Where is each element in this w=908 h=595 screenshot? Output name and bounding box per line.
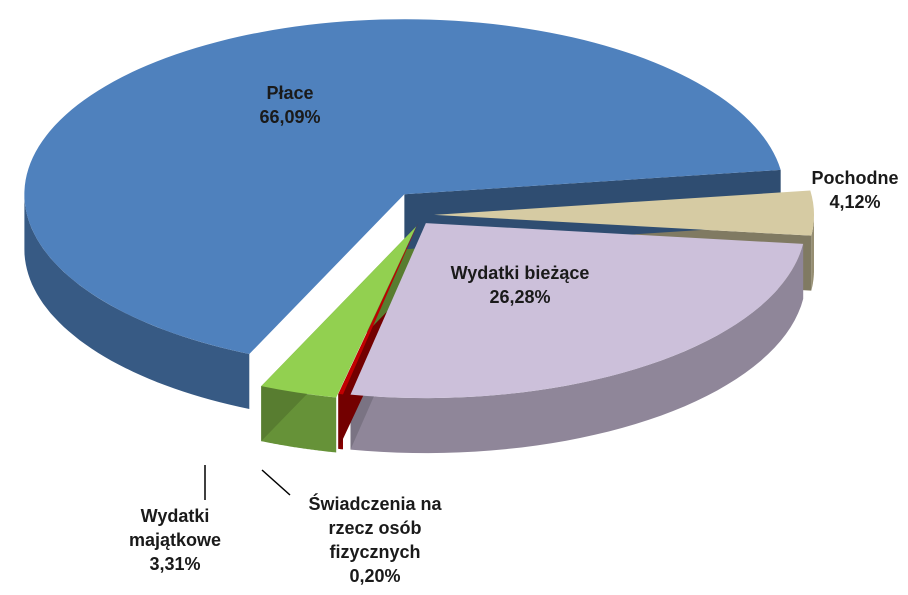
slice-side <box>24 194 250 409</box>
category-label: Wydatki majątkowe <box>128 506 222 550</box>
slice <box>261 226 417 398</box>
category-label: Wydatki bieżące <box>450 263 590 283</box>
slice-label: Świadczenia na rzecz osób fizycznych 0,20… <box>308 492 441 588</box>
slice <box>433 190 814 236</box>
category-label: Świadczenia na rzecz osób fizycznych <box>308 494 442 562</box>
value-label: 26,28% <box>489 287 551 307</box>
category-label: Płace <box>266 83 314 103</box>
value-label: 3,31% <box>149 554 201 574</box>
slice-side <box>811 214 814 291</box>
slice-label: Płace 66,09% <box>259 81 320 129</box>
slice <box>338 222 419 395</box>
slice-label: Wydatki bieżące 26,28% <box>451 261 590 309</box>
slice-side <box>350 243 804 454</box>
slice <box>24 19 781 355</box>
category-label: Pochodne <box>811 168 899 188</box>
value-label: 66,09% <box>259 107 321 127</box>
leader-line <box>261 469 291 496</box>
value-label: 0,20% <box>349 566 401 586</box>
slice <box>350 223 804 399</box>
slice-label: Wydatki majątkowe 3,31% <box>129 504 221 576</box>
value-label: 4,12% <box>829 192 881 212</box>
slice-label: Pochodne 4,12% <box>811 166 898 214</box>
